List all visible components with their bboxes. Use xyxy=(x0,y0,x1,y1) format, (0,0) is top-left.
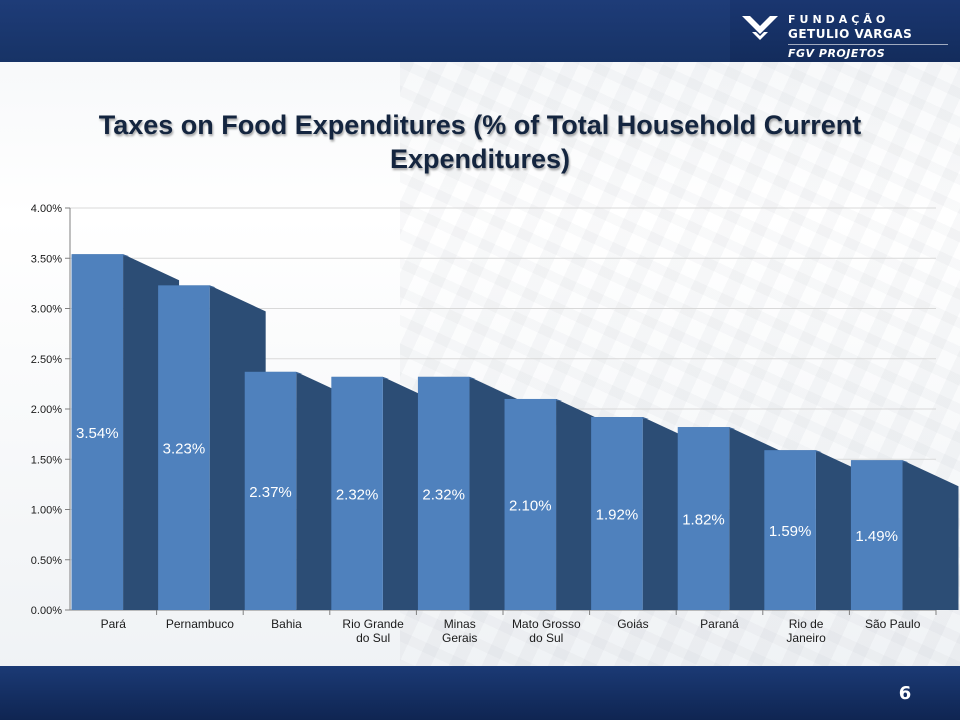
chart-bars xyxy=(71,254,959,610)
x-tick-label: Pará xyxy=(101,617,127,631)
bar-chart: 0.00% 0.50% 1.00% 1.50% 2.00% 2.50% 3.00% 3.50%… xyxy=(31,203,959,645)
slide-title: Taxes on Food Expenditures (% of Total H… xyxy=(98,110,862,174)
logo-line-1: FUNDAÇÃO xyxy=(788,13,890,26)
x-tick-label: Janeiro xyxy=(786,631,826,645)
x-tick-label: do Sul xyxy=(356,631,390,645)
bar-side xyxy=(902,460,959,610)
data-label: 1.49% xyxy=(855,528,898,545)
y-tick-label: 1.00% xyxy=(31,505,62,517)
y-tick-label: 4.00% xyxy=(31,203,62,215)
data-label: 1.92% xyxy=(596,507,639,524)
bar-front xyxy=(850,460,903,610)
logo-line-3: FGV PROJETOS xyxy=(788,47,886,60)
bar-front xyxy=(71,254,124,610)
data-label: 3.54% xyxy=(76,425,119,442)
x-tick-label: Pernambuco xyxy=(166,617,234,631)
x-tick-label: Paraná xyxy=(700,617,739,631)
logo-divider xyxy=(788,44,948,45)
data-label: 1.82% xyxy=(682,512,725,529)
bar-front xyxy=(244,371,297,610)
page-number: 6 xyxy=(898,683,912,704)
y-tick-label: 2.50% xyxy=(31,354,62,366)
chart-labels: 3.54% Pará 3.23% Pernambuco 2.37% Bahia 2.32% R… xyxy=(76,425,921,645)
x-tick-label: São Paulo xyxy=(865,617,921,631)
bar-front xyxy=(504,398,557,610)
footer-bar xyxy=(0,666,960,720)
y-tick-label: 0.50% xyxy=(31,555,62,567)
data-label: 2.32% xyxy=(422,486,465,503)
y-tick-label: 2.00% xyxy=(31,404,62,416)
data-label: 2.37% xyxy=(249,484,292,501)
bar xyxy=(850,460,959,610)
fgv-logo-icon xyxy=(742,16,778,40)
data-label: 2.32% xyxy=(336,486,379,503)
x-tick-label: Rio de xyxy=(789,617,824,631)
y-tick-label: 1.50% xyxy=(31,454,62,466)
x-tick-label: do Sul xyxy=(529,631,563,645)
y-tick-label: 0.00% xyxy=(31,605,62,617)
x-tick-label: Goiás xyxy=(617,617,648,631)
header-bar: FUNDAÇÃO GETULIO VARGAS FGV PROJETOS xyxy=(0,0,960,62)
bar-front xyxy=(591,417,643,610)
bar-front xyxy=(331,376,383,610)
data-label: 3.23% xyxy=(163,441,206,458)
x-tick-label: Bahia xyxy=(271,617,302,631)
data-label: 1.59% xyxy=(769,523,812,540)
logo-line-2: GETULIO VARGAS xyxy=(788,27,913,41)
y-tick-label: 3.50% xyxy=(31,253,62,265)
x-tick-label: Mato Grosso xyxy=(512,617,581,631)
x-tick-label: Gerais xyxy=(442,631,477,645)
fgv-logo: FUNDAÇÃO GETULIO VARGAS FGV PROJETOS xyxy=(730,0,960,62)
bar-front xyxy=(417,376,470,610)
bar-front xyxy=(764,450,816,610)
x-tick-label: Rio Grande xyxy=(342,617,404,631)
x-tick-label: Minas xyxy=(444,617,476,631)
data-label: 2.10% xyxy=(509,497,552,514)
bar-front xyxy=(158,285,210,610)
bar-front xyxy=(677,427,730,610)
y-tick-label: 3.00% xyxy=(31,304,62,316)
